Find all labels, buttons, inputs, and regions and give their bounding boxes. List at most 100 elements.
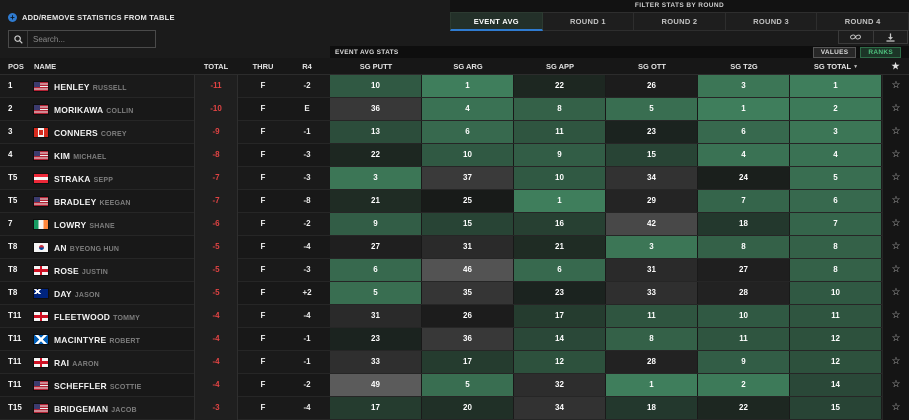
player-first-name: TOMMY: [113, 315, 141, 322]
favorite-star-button[interactable]: ☆: [882, 328, 909, 351]
player-name-cell[interactable]: MACINTYRE ROBERT: [54, 328, 140, 353]
sg-arg-rank-cell: 46: [422, 259, 513, 281]
col-header-sg-arg[interactable]: SG ARG: [453, 62, 483, 71]
table-row[interactable]: 1 HENLEY RUSSELL -11 F -2 10 1 22 26 3 1 ☆: [0, 75, 909, 98]
sg-putt-rank-cell: 5: [330, 282, 421, 304]
player-name-cell[interactable]: SCHEFFLER SCOTTIE: [54, 374, 142, 399]
player-name-cell[interactable]: CONNERS COREY: [54, 121, 127, 146]
sg-arg-rank-cell: 35: [422, 282, 513, 304]
total-score-cell: -5: [194, 282, 238, 305]
player-name-cell[interactable]: RAI AARON: [54, 351, 99, 376]
favorite-star-button[interactable]: ☆: [882, 144, 909, 167]
favorite-star-button[interactable]: ☆: [882, 397, 909, 420]
col-header-pos[interactable]: POS: [8, 62, 24, 71]
sg-putt-rank-cell: 33: [330, 351, 421, 373]
values-toggle-button[interactable]: VALUES: [812, 46, 857, 58]
table-row[interactable]: 2 MORIKAWA COLLIN -10 F E 36 4 8 5 1 2 ☆: [0, 98, 909, 121]
country-flag-icon-us: [33, 403, 49, 414]
col-header-sg-total[interactable]: SG TOTAL ▼: [813, 62, 859, 71]
col-header-thru[interactable]: THRU: [252, 62, 274, 71]
sg-putt-rank-cell: 23: [330, 328, 421, 350]
tab-round-3[interactable]: ROUND 3: [725, 12, 818, 31]
favorite-star-button[interactable]: ☆: [882, 374, 909, 397]
sg-arg-rank-cell: 1: [422, 75, 513, 97]
favorite-star-button[interactable]: ☆: [882, 98, 909, 121]
share-link-button[interactable]: [839, 31, 873, 43]
table-row[interactable]: T15 BRIDGEMAN JACOB -3 F -4 17 20 34 18 22 15 ☆: [0, 397, 909, 420]
favorite-star-button[interactable]: ☆: [882, 75, 909, 98]
col-header-name[interactable]: NAME: [34, 62, 57, 71]
favorite-star-button[interactable]: ☆: [882, 236, 909, 259]
favorite-star-button[interactable]: ☆: [882, 167, 909, 190]
table-row[interactable]: T8 DAY JASON -5 F +2 5 35 23 33 28 10 ☆: [0, 282, 909, 305]
player-name-cell[interactable]: STRAKA SEPP: [54, 167, 113, 192]
player-name-cell[interactable]: LOWRY SHANE: [54, 213, 115, 238]
download-button[interactable]: [872, 31, 908, 43]
player-last-name: ROSE: [54, 266, 79, 276]
event-avg-stats-bar: EVENT AVG STATS VALUES RANKS: [330, 46, 909, 58]
table-row[interactable]: 4 KIM MICHAEL -8 F -3 22 10 9 15 4 4 ☆: [0, 144, 909, 167]
player-name-cell[interactable]: BRIDGEMAN JACOB: [54, 397, 137, 420]
search-input[interactable]: [28, 31, 155, 47]
table-row[interactable]: T5 BRADLEY KEEGAN -7 F -8 21 25 1 29 7 6 ☆: [0, 190, 909, 213]
sg-total-rank-cell: 12: [790, 351, 881, 373]
sg-arg-rank-cell: 17: [422, 351, 513, 373]
tab-round-1[interactable]: ROUND 1: [542, 12, 635, 31]
player-name-cell[interactable]: KIM MICHAEL: [54, 144, 106, 169]
position-cell: T11: [8, 311, 22, 320]
favorite-star-button[interactable]: ☆: [882, 351, 909, 374]
favorite-star-button[interactable]: ☆: [882, 213, 909, 236]
tab-event-avg[interactable]: EVENT AVG: [450, 12, 543, 31]
player-last-name: AN: [54, 243, 67, 253]
favorite-star-button[interactable]: ☆: [882, 190, 909, 213]
col-header-favorites[interactable]: ★: [891, 61, 900, 71]
sg-arg-rank-cell: 10: [422, 144, 513, 166]
position-cell: T8: [8, 288, 18, 297]
sort-desc-icon: ▼: [853, 64, 859, 70]
player-name-cell[interactable]: ROSE JUSTIN: [54, 259, 108, 284]
table-row[interactable]: T11 FLEETWOOD TOMMY -4 F -4 31 26 17 11 10 11 ☆: [0, 305, 909, 328]
player-last-name: HENLEY: [54, 82, 90, 92]
tab-round-4[interactable]: ROUND 4: [817, 12, 909, 31]
table-row[interactable]: T5 STRAKA SEPP -7 F -3 3 37 10 34 24 5 ☆: [0, 167, 909, 190]
player-name-cell[interactable]: AN BYEONG HUN: [54, 236, 119, 261]
table-row[interactable]: T8 ROSE JUSTIN -5 F -3 6 46 6 31 27 8 ☆: [0, 259, 909, 282]
player-name-cell[interactable]: FLEETWOOD TOMMY: [54, 305, 140, 330]
col-header-sg-app[interactable]: SG APP: [545, 62, 575, 71]
favorite-star-button[interactable]: ☆: [882, 305, 909, 328]
col-header-sg-ott[interactable]: SG OTT: [638, 62, 666, 71]
favorite-star-button[interactable]: ☆: [882, 259, 909, 282]
player-first-name: ROBERT: [109, 338, 141, 345]
table-row[interactable]: 3 CONNERS COREY -9 F -1 13 6 11 23 6 3 ☆: [0, 121, 909, 144]
sg-total-rank-cell: 3: [790, 121, 881, 143]
player-name-cell[interactable]: MORIKAWA COLLIN: [54, 98, 134, 123]
round4-score-cell: -3: [303, 150, 311, 159]
sg-app-rank-cell: 10: [514, 167, 605, 189]
search-box[interactable]: [8, 30, 156, 48]
table-row[interactable]: T11 RAI AARON -4 F -1 33 17 12 28 9 12 ☆: [0, 351, 909, 374]
col-header-total[interactable]: TOTAL: [203, 62, 229, 71]
col-header-r4[interactable]: R4: [302, 62, 312, 71]
total-score-cell: -7: [194, 167, 238, 190]
sg-app-rank-cell: 14: [514, 328, 605, 350]
col-header-sg-t2g[interactable]: SG T2G: [730, 62, 758, 71]
table-body: 1 HENLEY RUSSELL -11 F -2 10 1 22 26 3 1 ☆ 2 MO…: [0, 75, 909, 420]
sg-ott-rank-cell: 34: [606, 167, 697, 189]
favorite-star-button[interactable]: ☆: [882, 282, 909, 305]
table-row[interactable]: T11 MACINTYRE ROBERT -4 F -1 23 36 14 8 11 12 ☆: [0, 328, 909, 351]
col-header-sg-putt[interactable]: SG PUTT: [359, 62, 393, 71]
add-remove-stats-button[interactable]: + ADD/REMOVE STATISTICS FROM TABLE: [8, 13, 175, 22]
tab-round-2[interactable]: ROUND 2: [634, 12, 726, 31]
table-row[interactable]: T8 AN BYEONG HUN -5 F -4 27 31 21 3 8 8 ☆: [0, 236, 909, 259]
country-flag-icon-ca: [33, 127, 49, 138]
table-row[interactable]: T11 SCHEFFLER SCOTTIE -4 F -2 49 5 32 1 2 14 ☆: [0, 374, 909, 397]
position-cell: T11: [8, 357, 22, 366]
total-score-cell: -6: [194, 213, 238, 236]
player-name-cell[interactable]: DAY JASON: [54, 282, 100, 307]
player-name-cell[interactable]: BRADLEY KEEGAN: [54, 190, 131, 215]
player-name-cell[interactable]: HENLEY RUSSELL: [54, 75, 127, 100]
favorite-star-button[interactable]: ☆: [882, 121, 909, 144]
ranks-toggle-button[interactable]: RANKS: [860, 46, 901, 58]
table-row[interactable]: 7 LOWRY SHANE -6 F -2 9 15 16 42 18 7 ☆: [0, 213, 909, 236]
